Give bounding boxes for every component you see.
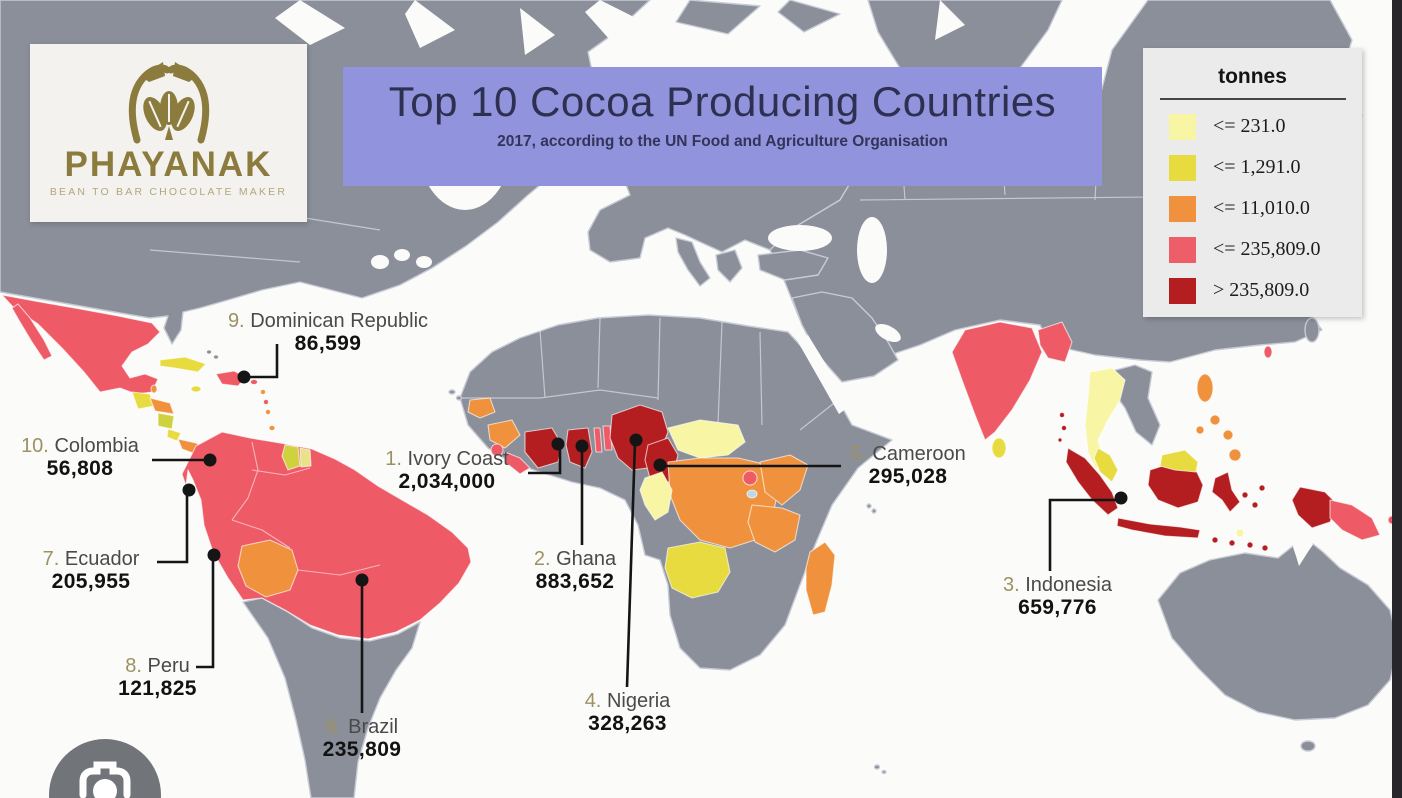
map-region-sulawesi: [1211, 471, 1241, 513]
page-subtitle: 2017, according to the UN Food and Agric…: [497, 133, 948, 151]
phayanak-logo-card: PHAYANAK BEAN TO BAR CHOCOLATE MAKER: [30, 44, 307, 222]
map-region-suriname: [299, 447, 312, 468]
map-region-madagascar: [805, 541, 836, 616]
map-region-greece: [715, 249, 743, 283]
page-title: Top 10 Cocoa Producing Countries: [388, 78, 1057, 125]
gulf-of-carpentaria: [1293, 544, 1313, 566]
map-region-malaysian-borneo: [1159, 449, 1199, 473]
map-region-costa-rica: [166, 428, 182, 442]
map-region-malaysia: [1093, 447, 1119, 483]
map-region-tanzania: [747, 504, 801, 553]
map-region-sri-lanka: [991, 437, 1007, 459]
title-banner: Top 10 Cocoa Producing Countries 2017, a…: [343, 67, 1102, 186]
legend-divider: [1159, 98, 1346, 100]
map-region-togo: [593, 427, 603, 453]
map-region-belize: [150, 384, 158, 394]
map-region-southern-cone: [242, 597, 421, 798]
map-region-jamaica: [190, 385, 202, 393]
map-region-cuba: [159, 356, 207, 373]
map-region-java: [1116, 517, 1201, 539]
map-region-italy: [675, 237, 711, 287]
legend-swatch-dark-red: [1169, 277, 1196, 304]
legend-swatch-pink: [1169, 236, 1196, 263]
country-label-cameroon: 5. Cameroon 295,028: [850, 443, 966, 489]
legend-item: <= 235,809.0: [1143, 229, 1362, 270]
legend-item: <= 11,010.0: [1143, 188, 1362, 229]
map-region-liberia: [504, 451, 531, 475]
logo-brand-text: PHAYANAK: [64, 145, 273, 184]
legend-swatch-orange: [1169, 195, 1196, 222]
leader-lines: [152, 344, 1118, 713]
map-region-india: [951, 321, 1043, 441]
map-region-korea: [1304, 317, 1320, 343]
map-region-andaman: [1058, 411, 1066, 419]
map-region-west-new-guinea: [1291, 486, 1339, 529]
map-region-puerto-rico: [249, 378, 259, 386]
map-region-baja: [11, 303, 53, 361]
map-region-canary: [448, 389, 456, 395]
map-region-baffin: [675, 0, 841, 35]
camera-icon: [49, 739, 161, 798]
map-region-taiwan: [1263, 345, 1273, 359]
camera-lens-button[interactable]: [47, 737, 163, 798]
screen-edge-strip: [1392, 0, 1402, 798]
map-region-nicaragua: [157, 412, 175, 430]
map-region-senegal: [467, 397, 496, 419]
country-label-ghana: 2. Ghana 883,652: [533, 548, 617, 594]
country-label-peru: 8. Peru 121,825: [118, 655, 197, 701]
red-sea: [798, 335, 851, 414]
country-label-colombia: 10. Colombia 56,808: [21, 435, 139, 481]
map-region-car-ssudan: [667, 419, 746, 459]
map-legend: tonnes <= 231.0 <= 1,291.0 <= 11,010.0 <…: [1143, 48, 1362, 317]
map-region-sumatra: [1065, 447, 1119, 516]
map-region-guinea: [487, 419, 521, 449]
map-region-benin: [602, 425, 613, 451]
black-sea: [768, 225, 832, 251]
map-region-ivory-coast: [524, 427, 563, 469]
map-region-kenya: [759, 454, 809, 506]
country-label-brazil: 6. Brazil 235,809: [322, 716, 402, 762]
logo-tagline-text: BEAN TO BAR CHOCOLATE MAKER: [49, 186, 288, 198]
map-region-congo-gabon: [639, 471, 673, 521]
legend-item: > 235,809.0: [1143, 270, 1362, 311]
map-region-philippines: [1196, 373, 1214, 403]
legend-item: <= 231.0: [1143, 106, 1362, 147]
country-label-dominican-republic: 9. Dominican Republic 86,599: [227, 310, 429, 356]
map-region-papua-new-guinea: [1329, 499, 1381, 541]
map-region-australia: [1157, 543, 1399, 721]
leader-dots: [182, 370, 1128, 587]
phayanak-dragons-cocoa-icon: [30, 52, 307, 149]
map-region-antilles: [259, 388, 267, 396]
legend-swatch-pale-yellow: [1169, 113, 1196, 140]
map-region-uganda: [742, 470, 758, 486]
map-region-sierra-leone: [490, 443, 504, 457]
choropleth-countries: [1, 294, 1402, 640]
map-region-myanmar-bangladesh: [1037, 321, 1073, 363]
map-region-bolivia: [237, 539, 299, 598]
legend-title: tonnes: [1218, 65, 1287, 88]
country-label-ivory-coast: 1. Ivory Coast 2,034,000: [385, 448, 509, 494]
country-label-ecuador: 7. Ecuador 205,955: [42, 548, 140, 594]
legend-item: <= 1,291.0: [1143, 147, 1362, 188]
persian-gulf: [875, 323, 901, 343]
map-region-mexico: [1, 294, 161, 395]
map-region-tasmania: [1300, 740, 1316, 752]
caspian-sea: [857, 217, 887, 283]
map-region-angola: [664, 541, 731, 599]
country-label-indonesia: 3. Indonesia 659,776: [1003, 574, 1112, 620]
map-region-honduras: [149, 397, 175, 415]
legend-swatch-yellow: [1169, 154, 1196, 181]
country-label-nigeria: 4. Nigeria 328,263: [584, 690, 671, 736]
map-region-lesser-sunda: [1211, 536, 1219, 544]
lake-victoria: [746, 489, 758, 499]
map-region-small-isles: [866, 503, 872, 509]
great-lake: [371, 255, 389, 269]
map-region-guyana: [281, 444, 301, 471]
